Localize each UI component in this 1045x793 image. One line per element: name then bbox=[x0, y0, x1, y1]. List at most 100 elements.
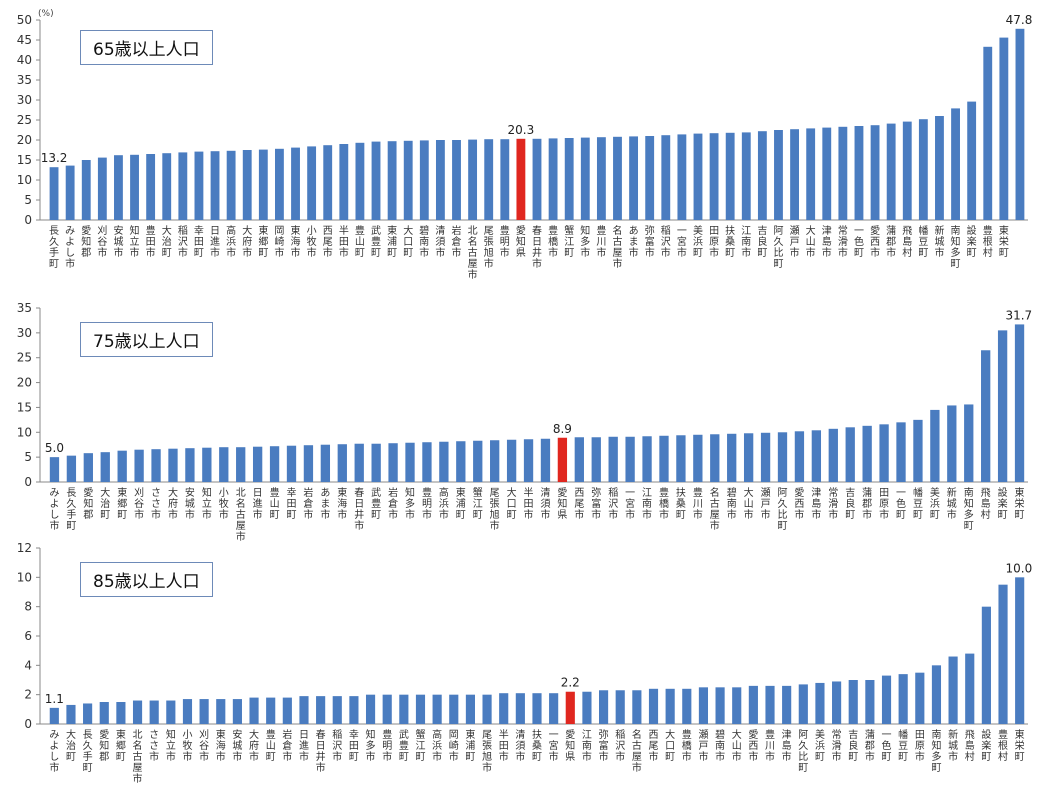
bar bbox=[182, 699, 193, 724]
bar bbox=[629, 136, 639, 220]
x-category-label: 東浦町 bbox=[465, 728, 475, 763]
x-category-label: 蒲郡市 bbox=[886, 224, 896, 259]
bar bbox=[848, 680, 858, 724]
x-category-label: 大府市 bbox=[249, 728, 259, 763]
x-category-label: 弥富市 bbox=[599, 728, 609, 763]
bar bbox=[185, 448, 195, 482]
bar bbox=[806, 128, 816, 220]
bar bbox=[727, 433, 737, 482]
bar bbox=[591, 437, 601, 482]
y-tick-label: 40 bbox=[17, 53, 32, 67]
bar bbox=[632, 690, 642, 724]
x-category-label: 設楽町 bbox=[981, 728, 991, 763]
bar bbox=[484, 139, 494, 220]
bar bbox=[249, 697, 259, 724]
bar bbox=[822, 127, 832, 220]
x-category-label: 大山市 bbox=[744, 486, 754, 521]
bar bbox=[299, 696, 309, 724]
x-category-label: 岡崎市 bbox=[449, 729, 459, 763]
x-category-label: 清須市 bbox=[435, 224, 445, 259]
bar bbox=[540, 438, 551, 482]
bar bbox=[574, 437, 584, 482]
x-category-label: 幡豆町 bbox=[913, 486, 923, 521]
bar bbox=[266, 697, 276, 724]
bar bbox=[998, 584, 1008, 724]
bar bbox=[760, 432, 771, 482]
bar-highlight bbox=[557, 437, 568, 482]
x-category-label: 津島市 bbox=[822, 225, 832, 259]
x-category-label: 新城市 bbox=[948, 728, 958, 763]
x-category-label: 飛島村 bbox=[981, 487, 991, 521]
bar bbox=[964, 404, 974, 482]
x-category-label: 半田市 bbox=[499, 728, 509, 763]
x-category-label: 名古屋市 bbox=[612, 224, 622, 270]
x-category-label: 北名古屋市 bbox=[236, 487, 246, 543]
x-category-label: 大山市 bbox=[732, 728, 742, 763]
bar bbox=[65, 165, 75, 220]
x-category-label: 稲沢市 bbox=[608, 487, 618, 521]
x-category-label: 一宮市 bbox=[677, 226, 687, 259]
bar bbox=[499, 693, 509, 724]
bar bbox=[983, 46, 993, 220]
bar bbox=[100, 452, 110, 482]
bar bbox=[997, 330, 1008, 482]
x-category-label: 北名古屋市 bbox=[468, 225, 478, 281]
x-category-label: 飛島村 bbox=[965, 729, 975, 763]
x-category-label: 名古屋市 bbox=[710, 486, 720, 532]
x-category-label: 豊明市 bbox=[422, 486, 432, 521]
x-category-label: 刈谷市 bbox=[134, 486, 144, 521]
x-category-label: 豊川市 bbox=[765, 728, 775, 763]
x-category-label: 岩倉市 bbox=[282, 728, 292, 763]
x-category-label: 愛知郡 bbox=[81, 224, 91, 259]
x-category-label: 清須市 bbox=[540, 486, 550, 521]
x-category-label: 碧南市 bbox=[715, 729, 725, 763]
bar bbox=[81, 160, 91, 220]
bar bbox=[715, 687, 725, 724]
x-category-label: 蟹江町 bbox=[473, 486, 483, 521]
y-tick-label: 5 bbox=[24, 450, 32, 464]
x-category-label: 美浜町 bbox=[930, 486, 940, 521]
x-category-label: 尾張旭市 bbox=[490, 487, 500, 532]
bar bbox=[677, 134, 687, 220]
x-category-label: 刈谷市 bbox=[199, 728, 209, 763]
x-category-label: 東栄町 bbox=[999, 224, 1009, 259]
y-tick-label: 10 bbox=[17, 570, 32, 584]
x-category-label: 安城市 bbox=[232, 728, 242, 763]
x-category-label: 豊橋市 bbox=[659, 486, 669, 521]
bar bbox=[449, 694, 459, 724]
bar bbox=[349, 696, 359, 724]
bar bbox=[490, 440, 500, 482]
x-category-label: 武豊町 bbox=[371, 486, 381, 521]
y-tick-label: 5 bbox=[24, 193, 32, 207]
bar bbox=[811, 430, 822, 482]
x-category-label: 東海市 bbox=[337, 486, 347, 521]
x-category-label: 豊川市 bbox=[596, 224, 606, 259]
bar bbox=[549, 693, 559, 724]
bar bbox=[83, 703, 93, 724]
y-tick-label: 20 bbox=[17, 376, 32, 390]
x-category-label: みよし市 bbox=[49, 730, 59, 774]
x-category-label: 大治町 bbox=[100, 486, 110, 521]
bar bbox=[625, 436, 635, 482]
x-category-label: 一宮市 bbox=[549, 730, 559, 763]
x-category-label: 安城市 bbox=[113, 224, 123, 259]
bar-highlight bbox=[565, 691, 575, 724]
x-category-label: 飛島村 bbox=[902, 225, 912, 259]
bar bbox=[371, 141, 381, 220]
x-category-label: 碧南市 bbox=[419, 225, 429, 259]
bar bbox=[337, 444, 347, 482]
bar bbox=[286, 445, 297, 482]
bar bbox=[741, 132, 751, 220]
bar bbox=[162, 153, 172, 220]
x-category-label: 豊明市 bbox=[382, 728, 392, 763]
x-category-label: 一宮市 bbox=[625, 488, 635, 521]
x-category-label: 豊山町 bbox=[266, 728, 276, 763]
x-category-label: 幡豆町 bbox=[898, 728, 908, 763]
y-tick-label: 25 bbox=[17, 113, 32, 127]
data-label: 10.0 bbox=[1006, 561, 1033, 575]
bar bbox=[815, 682, 825, 724]
bar bbox=[468, 139, 478, 220]
bar bbox=[291, 147, 300, 220]
data-label: 1.1 bbox=[45, 692, 64, 706]
x-category-label: 東海市 bbox=[291, 224, 301, 259]
